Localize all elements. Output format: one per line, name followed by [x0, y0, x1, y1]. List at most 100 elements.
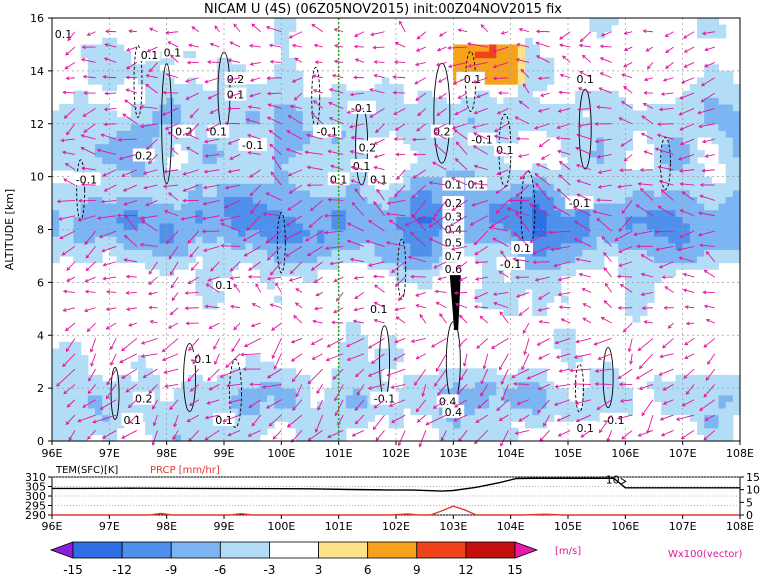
wind-cell: [88, 203, 96, 210]
wind-cell: [661, 230, 669, 237]
wind-cell: [95, 71, 103, 78]
wind-cell: [439, 117, 447, 124]
wind-vector: [232, 338, 240, 351]
wind-cell: [511, 415, 519, 422]
wind-cell: [296, 111, 304, 118]
wind-cell: [367, 230, 375, 237]
wind-cell: [303, 428, 311, 435]
wind-cell: [217, 190, 225, 197]
wind-cell: [375, 256, 383, 263]
wind-cell: [217, 117, 225, 124]
wind-cell: [547, 282, 555, 289]
wind-cell: [117, 130, 125, 137]
wind-cell: [410, 117, 418, 124]
contour-label: -0.1: [351, 102, 372, 115]
wind-cell: [511, 183, 519, 190]
wind-cell: [174, 183, 182, 190]
wind-cell: [697, 263, 705, 270]
wind-cell: [496, 196, 504, 203]
wind-cell: [690, 230, 698, 237]
wind-cell: [246, 157, 254, 164]
wind-cell: [231, 375, 239, 382]
wind-cell: [109, 111, 117, 118]
wind-cell: [375, 84, 383, 91]
wind-cell: [676, 401, 684, 408]
wind-cell: [289, 71, 297, 78]
wind-vector: [87, 323, 95, 331]
wind-cell: [625, 177, 633, 184]
wind-cell: [733, 157, 741, 164]
wind-cell: [81, 382, 89, 389]
wind-cell: [274, 91, 282, 98]
wind-cell: [597, 91, 605, 98]
wind-cell: [396, 117, 404, 124]
wind-cell: [547, 170, 555, 177]
wind-cell: [554, 117, 562, 124]
wind-cell: [281, 256, 289, 263]
wind-cell: [217, 157, 225, 164]
wind-cell: [145, 263, 153, 270]
wind-cell: [117, 117, 125, 124]
wind-cell: [81, 137, 89, 144]
wind-cell: [238, 157, 246, 164]
wind-cell: [203, 382, 211, 389]
wind-cell: [160, 84, 168, 91]
wind-cell: [482, 302, 490, 309]
wind-cell: [611, 203, 619, 210]
wind-cell: [145, 408, 153, 415]
wind-cell: [604, 183, 612, 190]
wind-cell: [475, 150, 483, 157]
wind-cell: [604, 177, 612, 184]
wind-cell: [410, 111, 418, 118]
wind-cell: [525, 421, 533, 428]
wind-cell: [389, 210, 397, 217]
wind-cell: [525, 51, 533, 58]
wind-cell: [224, 256, 232, 263]
wind-cell: [217, 203, 225, 210]
wind-cell: [690, 249, 698, 256]
wind-cell: [303, 395, 311, 402]
wind-cell: [704, 177, 712, 184]
wind-cell: [52, 183, 60, 190]
wind-cell: [676, 117, 684, 124]
wind-cell: [382, 355, 390, 362]
wind-cell: [711, 203, 719, 210]
contour-label: 0.1: [370, 173, 388, 186]
wind-cell: [425, 91, 433, 98]
wind-cell: [95, 130, 103, 137]
wind-cell: [324, 256, 332, 263]
wind-cell: [138, 362, 146, 369]
wind-cell: [81, 230, 89, 237]
wind-cell: [489, 210, 497, 217]
wind-cell: [633, 263, 641, 270]
wind-cell: [274, 84, 282, 91]
wind-cell: [81, 157, 89, 164]
wind-vector: [273, 430, 281, 438]
wind-cell: [203, 395, 211, 402]
wind-cell: [346, 375, 354, 382]
wind-cell: [683, 223, 691, 230]
wind-cell: [704, 223, 712, 230]
wind-cell: [160, 263, 168, 270]
wind-cell: [346, 216, 354, 223]
wind-cell: [238, 395, 246, 402]
wind-cell: [647, 203, 655, 210]
wind-cell: [547, 236, 555, 243]
wind-cell: [145, 415, 153, 422]
wind-cell: [296, 91, 304, 98]
wind-cell: [418, 150, 426, 157]
wind-cell: [482, 408, 490, 415]
wind-cell: [52, 196, 60, 203]
wind-cell: [475, 408, 483, 415]
wind-cell: [152, 408, 160, 415]
wind-cell: [432, 269, 440, 276]
wind-cell: [296, 408, 304, 415]
wind-cell: [590, 375, 598, 382]
wind-cell: [547, 216, 555, 223]
wind-cell: [274, 170, 282, 177]
wind-cell: [640, 124, 648, 131]
wind-cell: [160, 177, 168, 184]
wind-cell: [138, 137, 146, 144]
wind-cell: [690, 203, 698, 210]
wind-cell: [303, 117, 311, 124]
